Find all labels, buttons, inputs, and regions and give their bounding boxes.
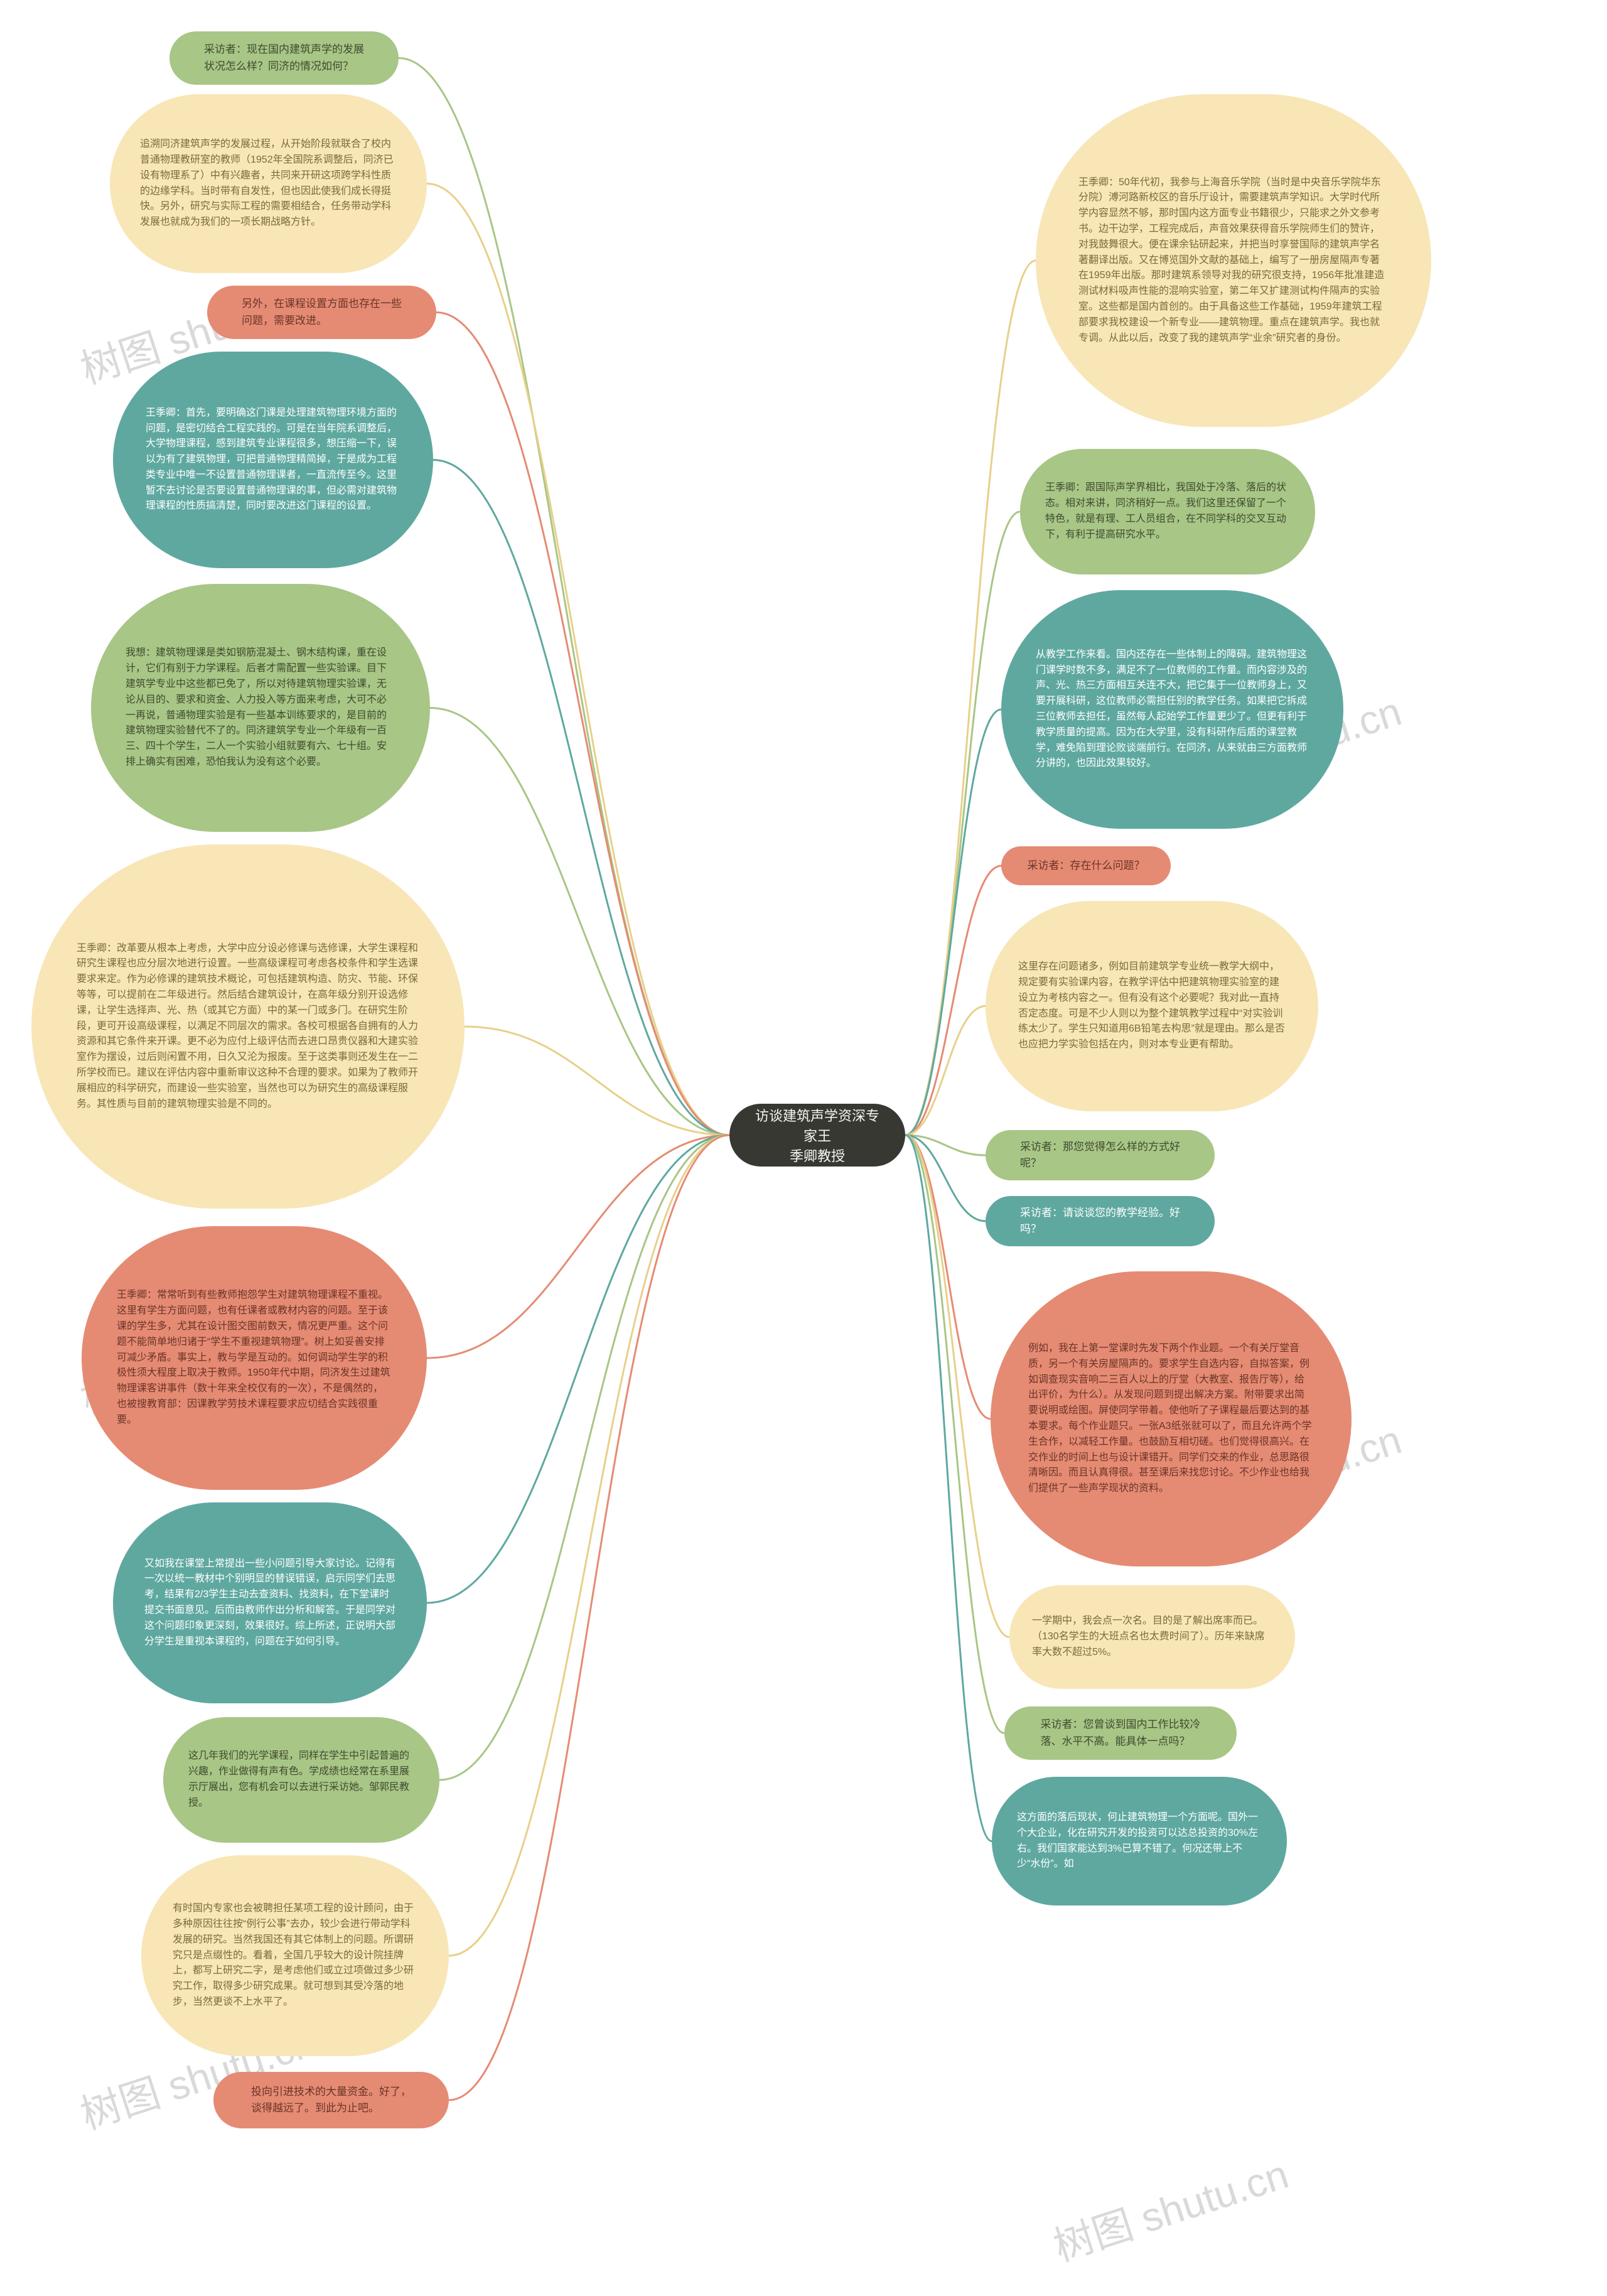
mindmap-edge [449, 1135, 729, 2100]
mindmap-node[interactable]: 我想：建筑物理课是类如钢筋混凝土、钢木结构课，重在设计，它们有别于力学课程。后者… [91, 584, 430, 832]
mindmap-edge [449, 1135, 729, 1956]
mindmap-node[interactable]: 投向引进技术的大量资金。好了， 谈得越远了。到此为止吧。 [213, 2072, 449, 2128]
mindmap-edge [436, 313, 729, 1136]
mindmap-node[interactable]: 另外，在课程设置方面也存在一些 问题，需要改进。 [207, 286, 436, 339]
mindmap-root[interactable]: 访谈建筑声学资深专家王 季卿教授 [729, 1104, 905, 1167]
mindmap-edge [905, 1135, 991, 1419]
mindmap-node[interactable]: 有时国内专家也会被聘担任某项工程的设计顾问，由于多种原因往往按“例行公事”去办，… [141, 1855, 449, 2056]
mindmap-node[interactable]: 王季卿：首先，要明确这门课是处理建筑物理环境方面的问题，是密切结合工程实践的。可… [113, 352, 433, 568]
mindmap-node[interactable]: 又如我在课堂上常提出一些小问题引导大家讨论。记得有一次以统一教材中个别明显的替误… [113, 1502, 427, 1703]
mindmap-edge [427, 1135, 729, 1603]
mindmap-node[interactable]: 这里存在问题诸多，例如目前建筑学专业统一教学大纲中，规定要有实验课内容，在教学评… [986, 901, 1318, 1111]
mindmap-node[interactable]: 王季卿：改革要从根本上考虑，大学中应分设必修课与选修课，大学生课程和研究生课程也… [31, 844, 465, 1209]
mindmap-edge [905, 1135, 986, 1221]
mindmap-node[interactable]: 采访者：您曾谈到国内工作比较冷 落、水平不高。能具体一点吗？ [1004, 1706, 1237, 1760]
mindmap-canvas: 树图 shutu.cn树图 shutu.cn树图 shutu.cn树图 shut… [0, 0, 1607, 2296]
mindmap-node[interactable]: 这几年我们的光学课程，同样在学生中引起普遍的兴趣，作业做得有声有色。学成绩也经常… [163, 1717, 439, 1843]
mindmap-node[interactable]: 采访者：存在什么问题？ [1001, 846, 1171, 885]
mindmap-node[interactable]: 一学期中，我会点一次名。目的是了解出席率而已。（130名学生的大班点名也太费时间… [1009, 1585, 1295, 1689]
mindmap-edge [905, 1135, 992, 1841]
mindmap-edge [427, 1135, 729, 1358]
mindmap-edge [439, 1135, 729, 1780]
mindmap-node[interactable]: 采访者：请谈谈您的教学经验。好 吗？ [986, 1196, 1215, 1246]
mindmap-edge [905, 709, 1001, 1135]
mindmap-node[interactable]: 例如，我在上第一堂课时先发下两个作业题。一个有关厅堂音质，另一个有关房屋隔声的。… [991, 1271, 1352, 1566]
mindmap-edge [427, 184, 729, 1136]
mindmap-edge [905, 1006, 986, 1136]
watermark: 树图 shutu.cn [1045, 2142, 1294, 2272]
mindmap-edge [905, 1135, 986, 1155]
mindmap-node[interactable]: 采访者：那您觉得怎么样的方式好 呢？ [986, 1130, 1215, 1180]
mindmap-edge [465, 1027, 729, 1135]
mindmap-edge [430, 708, 729, 1136]
mindmap-node[interactable]: 从教学工作来看。国内还存在一些体制上的障碍。建筑物理这门课学时数不多，满足不了一… [1001, 590, 1343, 829]
mindmap-node[interactable]: 采访者：现在国内建筑声学的发展 状况怎么样？同济的情况如何？ [169, 31, 399, 85]
mindmap-node[interactable]: 这方面的落后现状，何止建筑物理一个方面呢。国外一个大企业，化在研究开发的投资可以… [992, 1777, 1287, 1905]
mindmap-node[interactable]: 王季卿：常常听到有些教师抱怨学生对建筑物理课程不重视。这里有学生方面问题，也有任… [82, 1226, 427, 1490]
mindmap-node[interactable]: 王季卿：跟国际声学界相比，我国处于冷落、落后的状态。相对来讲，同济稍好一点。我们… [1020, 449, 1315, 574]
mindmap-node[interactable]: 王季卿：50年代初，我参与上海音乐学院（当时是中央音乐学院华东分院）溥河路新校区… [1036, 94, 1431, 427]
mindmap-edge [433, 460, 729, 1136]
mindmap-node[interactable]: 追溯同济建筑声学的发展过程，从开始阶段就联合了校内普通物理教研室的教师（1952… [110, 94, 427, 273]
